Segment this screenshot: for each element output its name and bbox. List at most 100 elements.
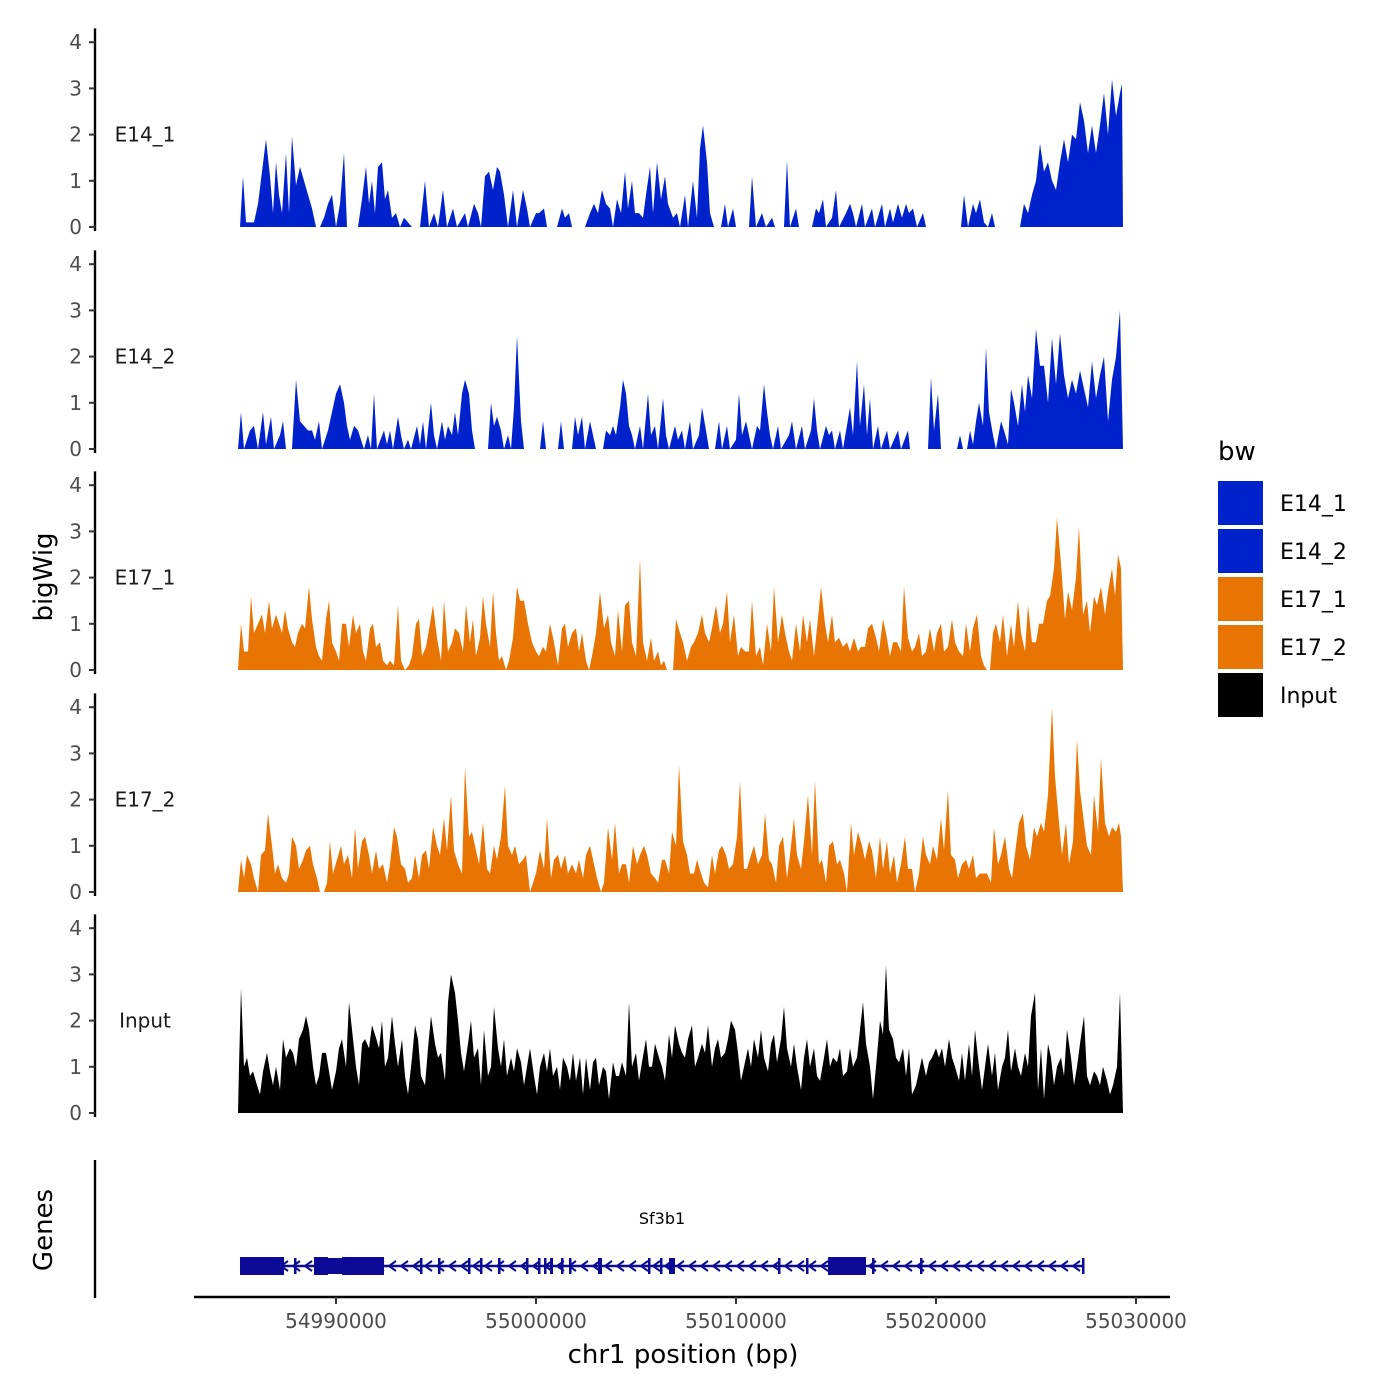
gene-exon	[561, 1258, 564, 1274]
gene-exon	[660, 1258, 663, 1274]
y-tick-label: 2	[69, 123, 82, 147]
track-e17-2: 0 1 2 3 4 E17_2	[69, 693, 1123, 904]
y-tick-label: 2	[69, 345, 82, 369]
y-tick-label: 1	[69, 1055, 82, 1079]
strand-arrow	[303, 1260, 313, 1272]
coverage-area-e17-1	[238, 517, 1123, 670]
y-tick-label: 0	[69, 658, 82, 682]
strand-arrow	[435, 1260, 445, 1272]
strand-arrow	[1035, 1260, 1045, 1272]
x-tick-label: 55020000	[885, 1309, 987, 1333]
strand-arrow	[699, 1260, 709, 1272]
gene-coding-exon	[342, 1257, 384, 1275]
y-tick-label: 3	[69, 962, 82, 986]
strand-arrow	[747, 1260, 757, 1272]
strand-arrow	[471, 1260, 481, 1272]
y-tick-label: 4	[69, 252, 82, 276]
gene-exon	[806, 1258, 809, 1274]
strand-arrow	[603, 1260, 613, 1272]
strand-arrow	[387, 1260, 397, 1272]
legend-label: Input	[1280, 684, 1337, 709]
legend-swatch-input	[1218, 673, 1263, 717]
strand-arrow	[1071, 1260, 1081, 1272]
strand-arrow	[411, 1260, 421, 1272]
strand-arrow	[939, 1260, 949, 1272]
strand-arrow	[579, 1260, 589, 1272]
legend-swatch-e17-2	[1218, 625, 1263, 669]
gene-coding-exon	[314, 1257, 328, 1275]
gene-exon	[569, 1258, 572, 1274]
coverage-area-input	[238, 965, 1123, 1113]
y-tick-label: 2	[69, 788, 82, 812]
gene-name-label: Sf3b1	[639, 1209, 685, 1228]
gene-exon	[872, 1258, 875, 1274]
coverage-tracks: 0 1 2 3 4 E14_1 0 1 2 3 4 E14_2 0 1 2 3 4 E17_1 0 1 2 3 4 E17_2…	[69, 28, 1123, 1125]
strand-arrow	[783, 1260, 793, 1272]
y-tick-label: 1	[69, 169, 82, 193]
strand-arrow	[675, 1260, 685, 1272]
strand-arrow	[627, 1260, 637, 1272]
strand-arrow	[639, 1260, 649, 1272]
x-tick-label: 54990000	[285, 1309, 387, 1333]
gene-exon	[498, 1258, 501, 1274]
y-tick-label: 4	[69, 473, 82, 497]
strand-arrow	[999, 1260, 1009, 1272]
strand-arrow	[1023, 1260, 1033, 1272]
x-tick-label: 55030000	[1085, 1309, 1187, 1333]
legend-label: E14_2	[1280, 540, 1347, 565]
x-tick-label: 55010000	[685, 1309, 787, 1333]
track-label: E17_2	[115, 788, 176, 812]
track-e14-2: 0 1 2 3 4 E14_2	[69, 250, 1123, 461]
strand-arrow	[891, 1260, 901, 1272]
coverage-area-e14-2	[238, 310, 1123, 449]
strand-arrow	[807, 1260, 817, 1272]
strand-arrow	[1047, 1260, 1057, 1272]
track-label: E14_2	[115, 345, 176, 369]
legend-label: E17_2	[1280, 636, 1347, 661]
strand-arrow	[531, 1260, 541, 1272]
y-tick-label: 1	[69, 834, 82, 858]
strand-arrow	[519, 1260, 529, 1272]
strand-arrow	[651, 1260, 661, 1272]
strand-arrow	[687, 1260, 697, 1272]
gene-exon	[550, 1258, 553, 1274]
strand-arrow	[711, 1260, 721, 1272]
gene-exon	[1082, 1258, 1085, 1274]
strand-arrow	[927, 1260, 937, 1272]
legend-label: E17_1	[1280, 588, 1347, 613]
track-input: 0 1 2 3 4 Input	[69, 914, 1123, 1125]
y-tick-label: 1	[69, 612, 82, 636]
track-label: E17_1	[115, 566, 176, 590]
strand-arrow	[819, 1260, 829, 1272]
gene-exon	[598, 1258, 602, 1274]
x-axis: 54990000 55000000 55010000 55020000 55030000	[194, 1295, 1187, 1333]
track-e14-1: 0 1 2 3 4 E14_1	[69, 28, 1123, 239]
legend-swatch-e14-2	[1218, 529, 1263, 573]
gene-exon	[538, 1258, 541, 1274]
strand-arrow	[987, 1260, 997, 1272]
gene-exon	[778, 1258, 781, 1274]
strand-arrow	[771, 1260, 781, 1272]
y-tick-label: 1	[69, 391, 82, 415]
legend: bw E14_1 E14_2 E17_1 E17_2 Input	[1218, 437, 1347, 717]
gene-exon	[526, 1258, 529, 1274]
gene-exon	[648, 1258, 651, 1274]
strand-arrow	[495, 1260, 505, 1272]
strand-arrow	[975, 1260, 985, 1272]
track-label: Input	[119, 1009, 171, 1033]
gene-coding-exon	[828, 1257, 866, 1275]
y-tick-label: 0	[69, 437, 82, 461]
y-tick-label: 0	[69, 880, 82, 904]
legend-swatch-e17-1	[1218, 577, 1263, 621]
strand-arrow	[879, 1260, 889, 1272]
y-axis-title: bigWig	[29, 532, 59, 621]
gene-exon	[420, 1258, 423, 1274]
strand-arrow	[507, 1260, 517, 1272]
gene-exon	[544, 1258, 547, 1274]
gene-coding-exon	[240, 1257, 284, 1275]
legend-label: E14_1	[1280, 492, 1347, 517]
y-tick-label: 4	[69, 695, 82, 719]
gene-exon	[669, 1258, 675, 1274]
x-tick-label: 55000000	[485, 1309, 587, 1333]
